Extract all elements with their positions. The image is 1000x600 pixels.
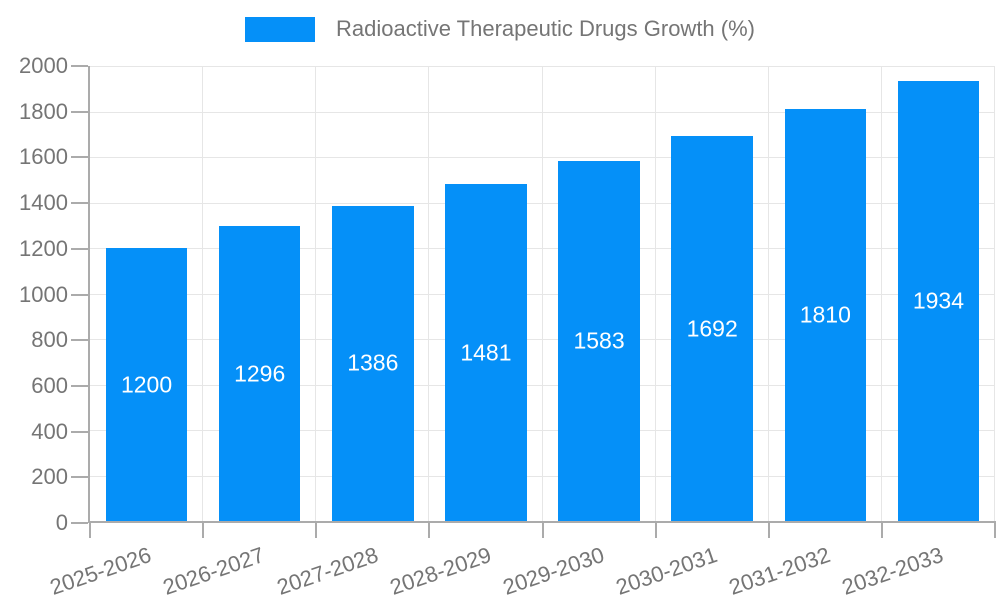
y-axis-label: 200 bbox=[31, 464, 68, 490]
category-cell: 1692 bbox=[656, 66, 769, 521]
bar-value-label: 1583 bbox=[573, 327, 625, 354]
x-axis-label: 2028-2029 bbox=[386, 542, 495, 600]
x-axis-tick bbox=[202, 521, 205, 538]
x-axis-tick bbox=[880, 521, 883, 538]
category-cell: 1200 bbox=[90, 66, 203, 521]
y-axis-tick bbox=[71, 339, 88, 342]
bar-value-label: 1200 bbox=[120, 371, 173, 397]
y-axis-tick bbox=[71, 156, 88, 159]
gridline-vertical bbox=[541, 66, 543, 521]
x-axis-label: 2032-2033 bbox=[838, 542, 947, 600]
x-axis-label: 2026-2027 bbox=[160, 542, 268, 600]
x-axis-tick bbox=[994, 521, 996, 538]
y-axis-tick bbox=[71, 247, 88, 250]
x-axis-label: 2027-2028 bbox=[273, 542, 381, 600]
gridline-horizontal bbox=[90, 111, 995, 113]
gridline-horizontal bbox=[90, 293, 995, 295]
x-axis-tick bbox=[428, 521, 431, 538]
gridline-horizontal bbox=[90, 430, 995, 431]
gridline-vertical bbox=[654, 66, 656, 521]
bar-value-label: 1481 bbox=[460, 339, 512, 366]
category-cell: 1934 bbox=[882, 66, 995, 521]
bar-value-label: 1692 bbox=[686, 315, 738, 342]
gridline-horizontal bbox=[90, 202, 995, 204]
y-axis-tick bbox=[71, 384, 88, 387]
bar-value-label: 1934 bbox=[912, 287, 964, 314]
legend[interactable]: Radioactive Therapeutic Drugs Growth (%) bbox=[0, 16, 1000, 42]
bar-value-label: 1296 bbox=[234, 360, 286, 387]
legend-label[interactable]: Radioactive Therapeutic Drugs Growth (%) bbox=[336, 16, 755, 41]
gridline-vertical bbox=[994, 66, 995, 521]
gridline-horizontal bbox=[90, 157, 995, 158]
bar-value-label: 1810 bbox=[799, 301, 851, 328]
category-cell: 1583 bbox=[543, 66, 656, 521]
legend-swatch[interactable] bbox=[245, 16, 315, 42]
gridline-horizontal bbox=[90, 339, 995, 340]
category-cell: 1296 bbox=[203, 66, 316, 521]
y-axis-tick bbox=[71, 476, 88, 479]
y-axis-tick bbox=[71, 110, 88, 113]
bar-value-label: 1386 bbox=[347, 349, 399, 376]
bar[interactable]: 1810 bbox=[784, 109, 867, 521]
bar[interactable]: 1386 bbox=[332, 205, 414, 521]
x-axis-label: 2025-2026 bbox=[47, 542, 155, 600]
bar[interactable]: 1200 bbox=[105, 248, 188, 521]
category-cell: 1810 bbox=[769, 66, 882, 521]
y-axis-label: 800 bbox=[31, 327, 68, 353]
x-axis-tick bbox=[654, 521, 657, 538]
y-axis-label: 2000 bbox=[19, 53, 68, 78]
gridline-horizontal bbox=[90, 66, 995, 67]
bars-layer: 1200 1296 1386 1481 1583 1692 1810 1934 bbox=[90, 66, 995, 521]
category-cell: 1481 bbox=[429, 66, 542, 521]
plot-area: 1200 1296 1386 1481 1583 1692 1810 1934 2025-20… bbox=[47, 66, 996, 600]
x-axis-tick bbox=[767, 521, 770, 538]
x-axis-tick bbox=[541, 521, 544, 538]
y-axis-label: 400 bbox=[31, 418, 68, 444]
x-axis-label: 2030-2031 bbox=[612, 542, 721, 600]
gridline-vertical bbox=[202, 66, 204, 521]
y-axis-tick bbox=[71, 65, 88, 67]
y-axis-label: 1200 bbox=[19, 235, 68, 261]
gridline-vertical bbox=[880, 66, 882, 521]
bar[interactable]: 1296 bbox=[218, 226, 301, 521]
x-axis-label: 2031-2032 bbox=[725, 542, 834, 600]
bar[interactable]: 1583 bbox=[558, 160, 640, 521]
y-axis-label: 1800 bbox=[19, 98, 68, 124]
category-cell: 1386 bbox=[316, 66, 429, 521]
y-axis-tick bbox=[71, 202, 88, 205]
bar[interactable]: 1692 bbox=[671, 136, 753, 521]
x-axis-tick bbox=[315, 521, 318, 538]
y-axis-tick bbox=[71, 293, 88, 296]
y-axis-label: 1000 bbox=[19, 281, 68, 307]
y-axis-label: 0 bbox=[55, 510, 68, 535]
bar[interactable]: 1481 bbox=[445, 184, 527, 521]
gridline-horizontal bbox=[90, 384, 995, 386]
gridline-vertical bbox=[767, 66, 769, 521]
bar[interactable]: 1934 bbox=[897, 81, 980, 521]
gridline-vertical bbox=[428, 66, 430, 521]
x-axis-tick bbox=[89, 521, 91, 538]
gridline-horizontal bbox=[90, 248, 995, 249]
gridline-horizontal bbox=[90, 475, 995, 477]
y-axis-tick bbox=[71, 430, 88, 433]
y-axis-label: 1400 bbox=[19, 190, 68, 216]
y-axis-tick bbox=[71, 522, 88, 524]
gridline-vertical bbox=[315, 66, 317, 521]
y-axis-label: 600 bbox=[31, 372, 68, 398]
y-axis-label: 1600 bbox=[19, 144, 68, 170]
x-axis-label: 2029-2030 bbox=[499, 542, 608, 600]
